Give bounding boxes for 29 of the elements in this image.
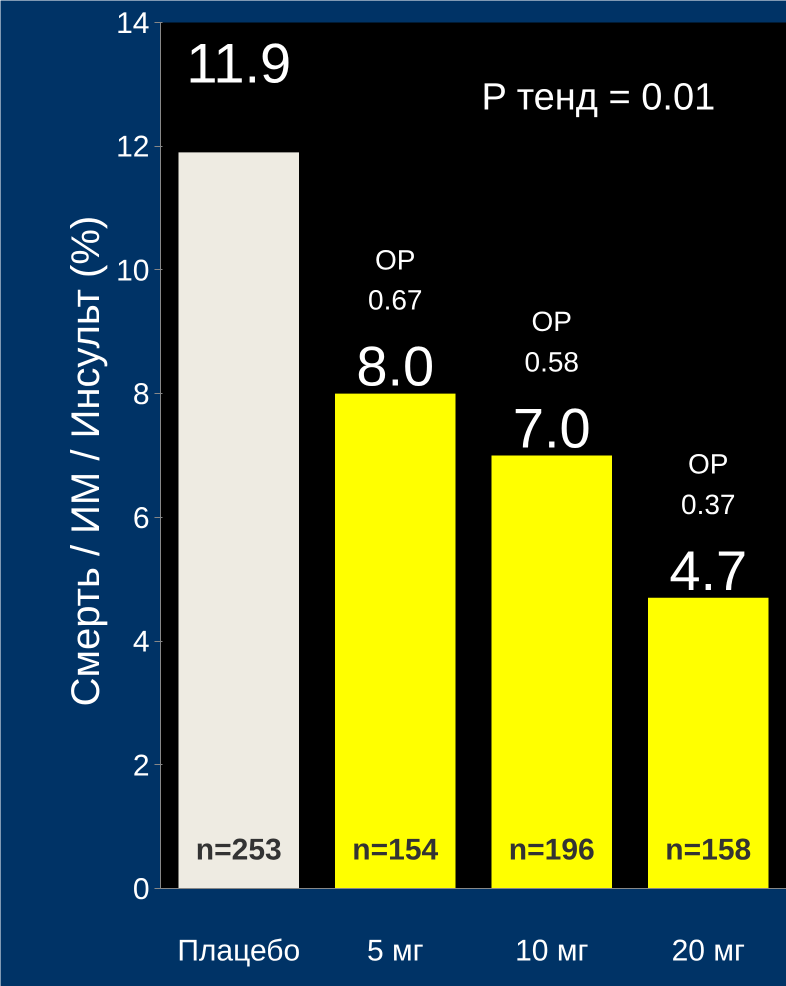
bar bbox=[178, 152, 300, 888]
annotation: ОР 0.67 bbox=[368, 244, 422, 316]
y-tick-label: 0 bbox=[132, 873, 150, 906]
bar bbox=[648, 598, 769, 888]
annotation: n=154 bbox=[352, 834, 439, 866]
data-label: 4.7 bbox=[669, 538, 748, 602]
bar bbox=[491, 456, 612, 888]
x-tick-label: 10 мг bbox=[515, 934, 588, 968]
y-tick-label: 2 bbox=[132, 749, 150, 782]
annotation: n=196 bbox=[508, 834, 595, 866]
annotation: ОР 0.37 bbox=[681, 448, 736, 520]
y-tick-label: 12 bbox=[116, 130, 150, 164]
y-tick-label: 6 bbox=[132, 502, 150, 535]
x-tick-label: 5 мг bbox=[366, 934, 424, 968]
annotation: n=158 bbox=[665, 834, 752, 866]
y-tick-label: 4 bbox=[132, 626, 150, 659]
data-label: 7.0 bbox=[512, 396, 591, 460]
x-tick-label: Плацебо bbox=[177, 934, 300, 968]
annotation: ОР 0.58 bbox=[524, 306, 579, 378]
data-label: 8.0 bbox=[356, 334, 434, 398]
data-label: 11.9 bbox=[186, 31, 292, 94]
bar bbox=[334, 394, 456, 888]
y-tick-label: 10 bbox=[116, 254, 150, 288]
annotation: P тенд = 0.01 bbox=[481, 76, 716, 118]
y-axis-title: Смерть / ИМ / Инсульт (%) bbox=[64, 216, 108, 706]
annotation: n=253 bbox=[196, 834, 282, 866]
y-tick-label: 8 bbox=[132, 378, 150, 412]
y-tick-label: 14 bbox=[116, 7, 150, 40]
x-tick-label: 20 мг bbox=[672, 934, 745, 968]
